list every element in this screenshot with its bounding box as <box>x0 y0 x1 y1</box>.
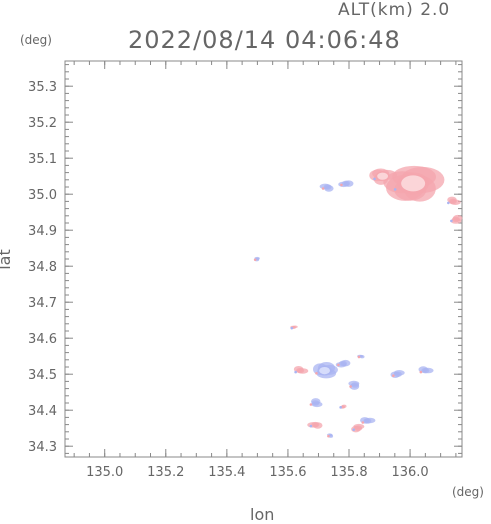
radar-echo-positive <box>290 325 298 330</box>
y-tick-label: 35.0 <box>28 188 57 203</box>
radar-echo-positive <box>369 168 397 185</box>
radar-echo-negative <box>390 370 405 378</box>
echo-layer <box>253 165 463 438</box>
radar-echo-negative <box>357 354 365 359</box>
echo-speckle <box>339 406 342 409</box>
y-tick-label: 35.2 <box>28 116 57 131</box>
radar-echo-positive <box>339 404 347 409</box>
echo-speckle <box>349 385 352 388</box>
y-tick-label: 34.6 <box>28 332 57 347</box>
radar-echo-positive <box>293 365 309 374</box>
echo-core <box>319 367 330 375</box>
y-tick-label: 34.9 <box>28 224 57 239</box>
radar-echo-positive <box>450 214 463 224</box>
echo-cell <box>348 380 360 387</box>
radar-echo-negative <box>360 417 376 424</box>
radar-echo-negative <box>309 398 323 408</box>
x-tick-label: 135.2 <box>147 465 184 480</box>
radar-echo-negative <box>418 366 434 374</box>
y-tick-label: 34.3 <box>28 440 57 455</box>
radar-echo-negative <box>319 183 334 192</box>
echo-cell <box>450 218 462 224</box>
echo-cell <box>311 401 323 408</box>
x-axis-unit: (deg) <box>452 485 484 499</box>
radar-echo-negative <box>326 433 334 438</box>
echo-speckle <box>352 428 355 432</box>
echo-cell <box>338 181 350 188</box>
radar-echo-negative <box>338 180 354 188</box>
echo-cell <box>364 417 376 424</box>
echo-cell <box>449 199 461 205</box>
radar-echo-positive <box>307 421 323 429</box>
echo-core <box>401 175 426 192</box>
echo-cell <box>393 370 405 376</box>
x-tick-label: 136.0 <box>391 465 428 480</box>
echo-speckle <box>290 326 294 330</box>
x-tick-label: 135.0 <box>86 465 123 480</box>
y-tick-label: 34.8 <box>28 260 57 275</box>
radar-echo-negative <box>253 256 260 262</box>
echo-speckle <box>393 188 397 191</box>
echo-speckle <box>392 374 395 378</box>
echo-speckle <box>419 370 423 374</box>
radar-echo-positive <box>447 196 461 205</box>
y-tick-label: 35.1 <box>28 152 57 167</box>
echo-speckle <box>340 183 343 187</box>
axis-ticks: 135.0 135.2 135.4 135.6 135.8 136.0 34.3 34.4 34… <box>28 61 462 480</box>
altitude-label: ALT(km) 2.0 <box>338 0 451 20</box>
x-tick-label: 135.4 <box>208 465 245 480</box>
echo-cell <box>319 183 331 190</box>
y-tick-label: 34.5 <box>28 368 57 383</box>
echo-cell <box>307 422 319 428</box>
echo-cell <box>422 367 434 374</box>
radar-echo-negative <box>335 359 351 368</box>
echo-speckle <box>253 258 257 262</box>
echo-speckle <box>361 421 365 424</box>
y-tick-label: 34.7 <box>28 296 57 311</box>
echo-speckle <box>309 424 313 428</box>
x-tick-label: 135.8 <box>330 465 367 480</box>
y-tick-label: 34.4 <box>28 404 57 419</box>
echo-core <box>377 172 388 180</box>
echo-speckle <box>315 372 318 375</box>
echo-speckle <box>309 403 313 406</box>
plot-frame <box>64 60 463 458</box>
y-tick-label: 35.3 <box>28 80 57 95</box>
echo-cell <box>297 368 309 374</box>
x-tick-label: 135.6 <box>269 465 306 480</box>
x-axis-title: lon <box>250 505 275 524</box>
echo-speckle <box>327 434 330 438</box>
echo-speckle <box>321 187 325 190</box>
radar-echo-positive <box>383 165 445 202</box>
echo-speckle <box>294 370 297 374</box>
echo-speckle <box>447 201 450 205</box>
y-axis-unit: (deg) <box>20 33 52 47</box>
datetime-title: 2022/08/14 04:06:48 <box>128 26 401 54</box>
echo-speckle <box>357 355 361 359</box>
radar-echo-negative <box>348 380 360 390</box>
echo-speckle <box>450 219 453 223</box>
echo-cell <box>292 325 298 329</box>
radar-echo-positive <box>351 423 365 433</box>
echo-cell <box>353 423 365 430</box>
radar-echo-negative <box>313 362 338 379</box>
echo-speckle <box>373 177 376 181</box>
echo-speckle <box>337 363 340 367</box>
